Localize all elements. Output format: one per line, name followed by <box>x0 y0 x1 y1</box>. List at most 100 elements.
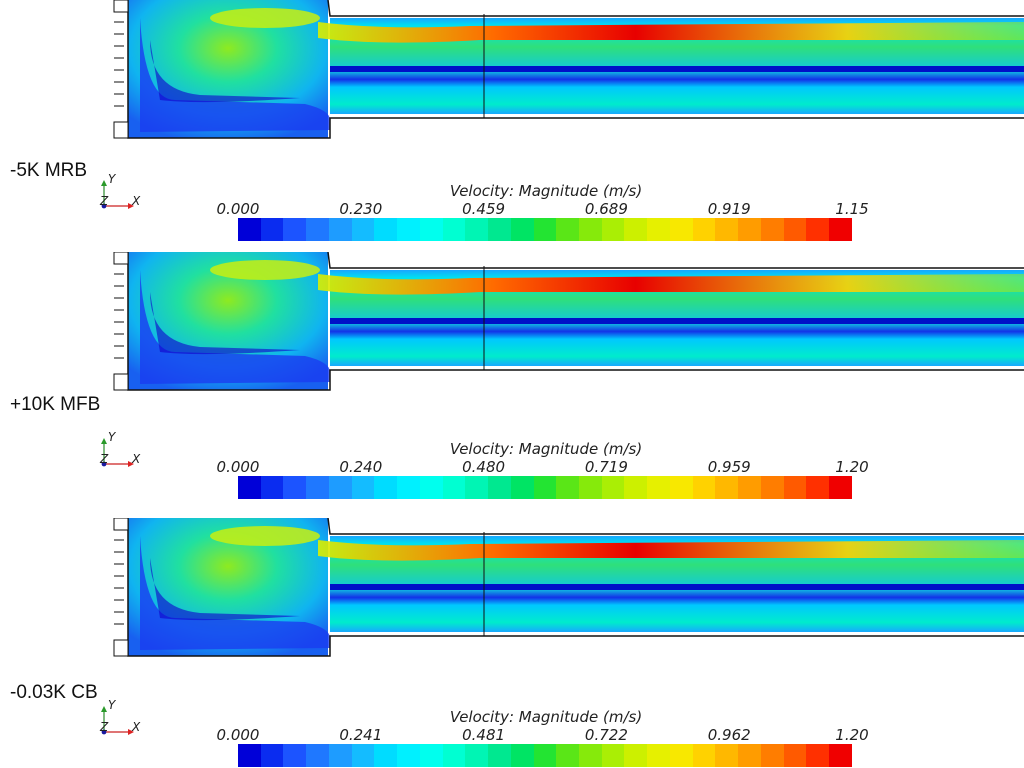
colorbar-swatch <box>738 476 761 499</box>
colorbar-swatch <box>601 476 625 499</box>
velocity-contour-plot <box>113 0 1024 139</box>
colorbar-swatch <box>328 476 352 499</box>
colorbar-swatch <box>328 744 352 767</box>
colorbar-tick-label: 0.689 <box>584 200 628 218</box>
colorbar-tick-label: 0.240 <box>339 458 383 476</box>
colorbar-tick-label: 1.20 <box>835 458 869 476</box>
colorbar-swatch <box>579 744 602 767</box>
colorbar-swatch <box>692 744 716 767</box>
colorbar-swatch <box>442 476 466 499</box>
axis-label-x: X <box>132 194 141 208</box>
colorbar-swatch <box>624 744 648 767</box>
colorbar-swatch <box>260 218 284 241</box>
colorbar-title: Velocity: Magnitude (m/s) <box>449 708 643 726</box>
colorbar-swatch <box>351 744 375 767</box>
colorbar-swatch <box>738 218 761 241</box>
colorbar-swatch <box>419 744 443 767</box>
colorbar-swatch <box>397 218 420 241</box>
colorbar-swatch <box>829 218 852 241</box>
colorbar-swatch <box>715 476 739 499</box>
axis-label-x: X <box>132 720 141 734</box>
colorbar-tick-label: 0.000 <box>216 726 260 744</box>
axis-label-y: Y <box>108 698 116 712</box>
colorbar-title: Velocity: Magnitude (m/s) <box>449 440 643 458</box>
colorbar-swatch <box>306 744 329 767</box>
colorbar-swatch <box>556 218 580 241</box>
colorbar-swatch <box>829 744 852 767</box>
colorbar-swatch <box>306 218 329 241</box>
colorbar-swatch <box>579 218 602 241</box>
colorbar-swatch <box>533 476 557 499</box>
colorbar-swatch <box>510 218 534 241</box>
colorbar-swatch <box>397 744 420 767</box>
colorbar-tick-label: 0.480 <box>462 458 506 476</box>
colorbar-swatch <box>374 476 398 499</box>
colorbar-swatch <box>806 476 830 499</box>
colorbar-swatch <box>783 218 807 241</box>
colorbar-swatch <box>760 218 784 241</box>
colorbar-swatch <box>465 218 489 241</box>
colorbar-swatch <box>488 744 511 767</box>
colorbar-swatch <box>624 218 648 241</box>
axis-label-y: Y <box>108 172 116 186</box>
colorbar-swatch <box>533 218 557 241</box>
axes-triad-icon <box>101 438 134 467</box>
colorbar-tick-label: 0.230 <box>339 200 383 218</box>
colorbar-swatch <box>692 218 716 241</box>
colorbar-swatch <box>442 218 466 241</box>
colorbar-swatch <box>238 218 261 241</box>
case-label: -5K MRB <box>10 160 88 181</box>
colorbar-swatch <box>488 218 511 241</box>
colorbar-tick-label: 0.722 <box>584 726 628 744</box>
axis-label-z: Z <box>100 720 109 734</box>
colorbar-tick-label: 0.000 <box>216 458 260 476</box>
axis-label-y: Y <box>108 430 116 444</box>
colorbar-tick-label: 0.719 <box>584 458 628 476</box>
colorbar-swatch <box>533 744 557 767</box>
colorbar-swatch <box>260 744 284 767</box>
colorbar-swatch <box>579 476 602 499</box>
colorbar-swatch <box>283 744 307 767</box>
colorbar-swatch <box>351 476 375 499</box>
colorbar-swatch <box>760 476 784 499</box>
colorbar-swatch <box>397 476 420 499</box>
colorbar-tick-label: 0.919 <box>707 200 751 218</box>
case-label: -0.03K CB <box>10 682 98 703</box>
colorbar-swatch <box>556 744 580 767</box>
colorbar-swatch <box>419 476 443 499</box>
colorbar-swatch <box>783 476 807 499</box>
colorbar <box>238 744 852 767</box>
colorbar-swatch <box>306 476 329 499</box>
colorbar-swatch <box>510 744 534 767</box>
colorbar-swatch <box>647 476 670 499</box>
colorbar-swatch <box>510 476 534 499</box>
axis-label-z: Z <box>100 452 109 466</box>
case-label: +10K MFB <box>10 394 101 415</box>
colorbar-swatch <box>738 744 761 767</box>
colorbar-swatch <box>488 476 511 499</box>
colorbar-swatch <box>760 744 784 767</box>
colorbar-swatch <box>328 218 352 241</box>
colorbar-tick-label: 0.459 <box>462 200 506 218</box>
colorbar-swatch <box>669 744 693 767</box>
colorbar-swatch <box>374 218 398 241</box>
colorbar-swatch <box>669 476 693 499</box>
colorbar-tick-label: 0.481 <box>462 726 506 744</box>
colorbar-swatch <box>442 744 466 767</box>
axes-triad-icon <box>101 706 134 735</box>
axes-triad-icon <box>101 180 134 209</box>
colorbar-swatch <box>806 744 830 767</box>
colorbar-swatch <box>715 744 739 767</box>
colorbar-swatch <box>351 218 375 241</box>
colorbar-swatch <box>283 218 307 241</box>
colorbar-swatch <box>374 744 398 767</box>
colorbar-title: Velocity: Magnitude (m/s) <box>449 182 643 200</box>
colorbar-tick-label: 0.962 <box>707 726 751 744</box>
colorbar-swatch <box>647 218 670 241</box>
